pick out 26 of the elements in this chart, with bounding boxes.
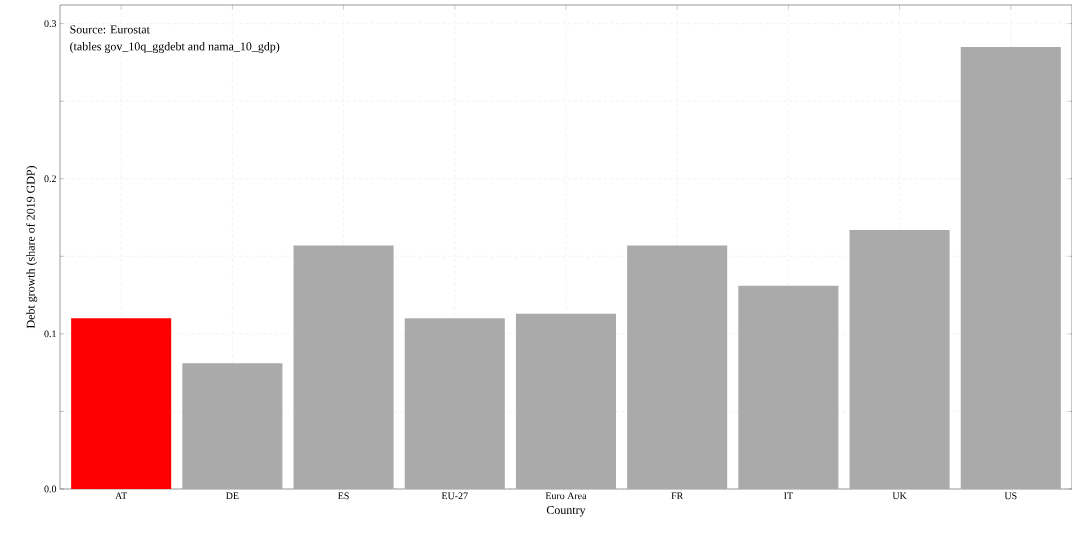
bar	[182, 363, 283, 489]
x-tick-label: US	[1004, 492, 1017, 500]
x-tick-label: Euro Area	[545, 492, 587, 500]
x-tick-label: FR	[671, 492, 684, 500]
x-tick-label: IT	[784, 492, 793, 500]
bar	[960, 46, 1061, 489]
y-tick-label: 0.2	[44, 175, 56, 183]
y-axis-title: Debt growth (share of 2019 GDP)	[26, 166, 38, 329]
x-tick-label: ES	[338, 492, 349, 500]
y-tick-label: 0.3	[44, 20, 57, 27]
bar	[515, 313, 617, 489]
bar	[627, 245, 728, 489]
bar	[849, 229, 950, 489]
x-axis-title: Country	[546, 506, 586, 517]
x-tick-label: EU-27	[441, 492, 468, 500]
bar	[293, 245, 394, 489]
bar	[404, 318, 505, 489]
bar	[71, 318, 172, 489]
x-tick-label: AT	[115, 492, 128, 500]
x-tick-label: DE	[226, 492, 239, 500]
y-tick-label: 0.0	[44, 485, 57, 493]
y-tick-label: 0.1	[44, 330, 56, 338]
annotation: (tables gov_10q_ggdebt and nama_10_gdp)	[70, 42, 280, 53]
bar	[738, 285, 839, 489]
annotation: Source: Eurostat	[70, 25, 150, 34]
x-tick-label: UK	[892, 492, 907, 500]
